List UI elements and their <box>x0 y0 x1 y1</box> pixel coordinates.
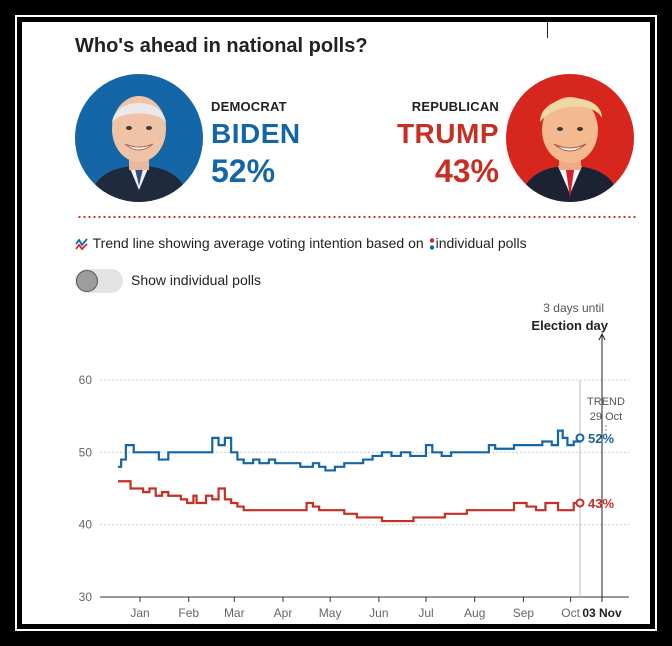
countdown-label: 3 days until <box>543 301 604 315</box>
trump-portrait-icon <box>520 97 620 202</box>
series-end-point <box>575 433 585 443</box>
trend-line-icon <box>75 238 88 251</box>
poll-chart: 30 40 50 60 Jan Feb Mar Apr May Jun Jul Aug Sep Oct 03… <box>79 301 629 620</box>
x-tick-label: Sep <box>513 606 535 620</box>
republican-percentage: 43% <box>434 153 499 189</box>
page-title: Who's ahead in national polls? <box>75 35 368 57</box>
toggle-knob[interactable] <box>76 270 98 292</box>
democrat-party-label: DEMOCRAT <box>211 99 287 114</box>
x-tick-label: May <box>319 606 342 620</box>
election-arrow-icon <box>598 332 606 341</box>
x-tick-label: Apr <box>274 606 293 620</box>
x-tick-label: Aug <box>464 606 485 620</box>
y-tick-label: 60 <box>79 373 93 387</box>
x-tick-label: Jun <box>369 606 388 620</box>
individual-polls-icon <box>429 238 434 250</box>
biden-portrait-icon <box>89 96 189 202</box>
biden-avatar <box>75 74 203 202</box>
series-end-label: 52% <box>588 431 614 446</box>
trend-label: TREND <box>587 396 625 408</box>
election-day-label: Election day <box>531 318 608 333</box>
y-tick-label: 30 <box>79 590 93 604</box>
outer-frame <box>15 15 657 631</box>
series-line-trump <box>118 480 580 523</box>
show-polls-toggle[interactable] <box>75 269 123 293</box>
x-tick-label: Jan <box>130 606 149 620</box>
y-tick-label: 50 <box>79 445 93 459</box>
republican-candidate-name: TRUMP <box>396 118 499 149</box>
democrat-candidate-name: BIDEN <box>211 118 301 149</box>
x-tick-label: Mar <box>224 606 245 620</box>
poll-panel: Who's ahead in national polls? DEMOCRAT … <box>22 22 650 624</box>
x-tick-label: 03 Nov <box>582 606 622 620</box>
x-tick-label: Jul <box>418 606 433 620</box>
chart-legend: Trend line showing average voting intent… <box>75 235 527 251</box>
trump-avatar <box>506 74 634 202</box>
x-tick-label: Oct <box>561 606 580 620</box>
show-polls-label: Show individual polls <box>131 272 261 288</box>
dotted-divider <box>77 216 637 218</box>
series-end-label: 43% <box>588 496 614 511</box>
legend-polls-text: individual polls <box>435 235 527 251</box>
democrat-percentage: 52% <box>211 153 276 189</box>
republican-party-label: REPUBLICAN <box>411 99 499 114</box>
trend-date-label: 29 Oct <box>590 411 622 423</box>
x-tick-label: Feb <box>178 606 199 620</box>
series-line-biden <box>118 429 582 472</box>
series-end-point <box>575 498 585 508</box>
divider-tick <box>547 22 548 38</box>
y-tick-label: 40 <box>79 518 93 532</box>
legend-trend-text: Trend line showing average voting intent… <box>92 235 424 251</box>
